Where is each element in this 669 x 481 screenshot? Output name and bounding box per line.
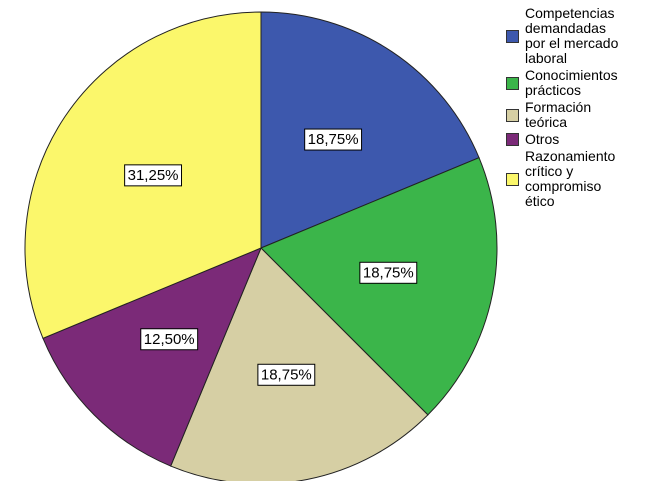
- legend-label: Formación teórica: [525, 99, 592, 130]
- data-label-box: [257, 363, 316, 386]
- data-label-box: [304, 128, 363, 151]
- data-label: 18,75%: [261, 366, 312, 383]
- data-label-group: 31,25%: [124, 164, 183, 187]
- pie-slice: [260, 11, 480, 249]
- legend-item: Razonamiento crítico y compromiso ético: [506, 149, 668, 209]
- legend-label: Competencias demandadas por el mercado l…: [525, 5, 619, 66]
- legend-item: Competencias demandadas por el mercado l…: [506, 6, 668, 66]
- legend-item: Otros: [506, 132, 668, 147]
- data-label: 12,50%: [144, 331, 195, 348]
- data-label-group: 12,50%: [140, 328, 199, 351]
- legend-label: Razonamiento crítico y compromiso ético: [525, 148, 616, 209]
- legend-label: Otros: [525, 131, 560, 147]
- data-label: 18,75%: [363, 264, 414, 281]
- legend-swatch: [506, 76, 519, 90]
- legend-label: Conocimientos prácticos: [525, 67, 618, 98]
- legend-swatch: [506, 172, 519, 186]
- legend-swatch: [506, 29, 519, 43]
- data-label-box: [140, 328, 199, 351]
- legend-swatch: [506, 108, 519, 122]
- data-label: 31,25%: [128, 167, 179, 184]
- legend-item: Conocimientos prácticos: [506, 68, 668, 98]
- data-label-box: [124, 164, 183, 187]
- pie-slice: [260, 157, 498, 416]
- data-label-box: [359, 261, 418, 284]
- data-label-group: 18,75%: [359, 261, 418, 284]
- pie-slice: [42, 247, 262, 467]
- data-label-group: 18,75%: [257, 363, 316, 386]
- data-label-group: 18,75%: [304, 128, 363, 151]
- legend: Competencias demandadas por el mercado l…: [506, 6, 668, 211]
- legend-swatch: [506, 133, 519, 146]
- legend-item: Formación teórica: [506, 100, 668, 130]
- data-label: 18,75%: [308, 131, 359, 148]
